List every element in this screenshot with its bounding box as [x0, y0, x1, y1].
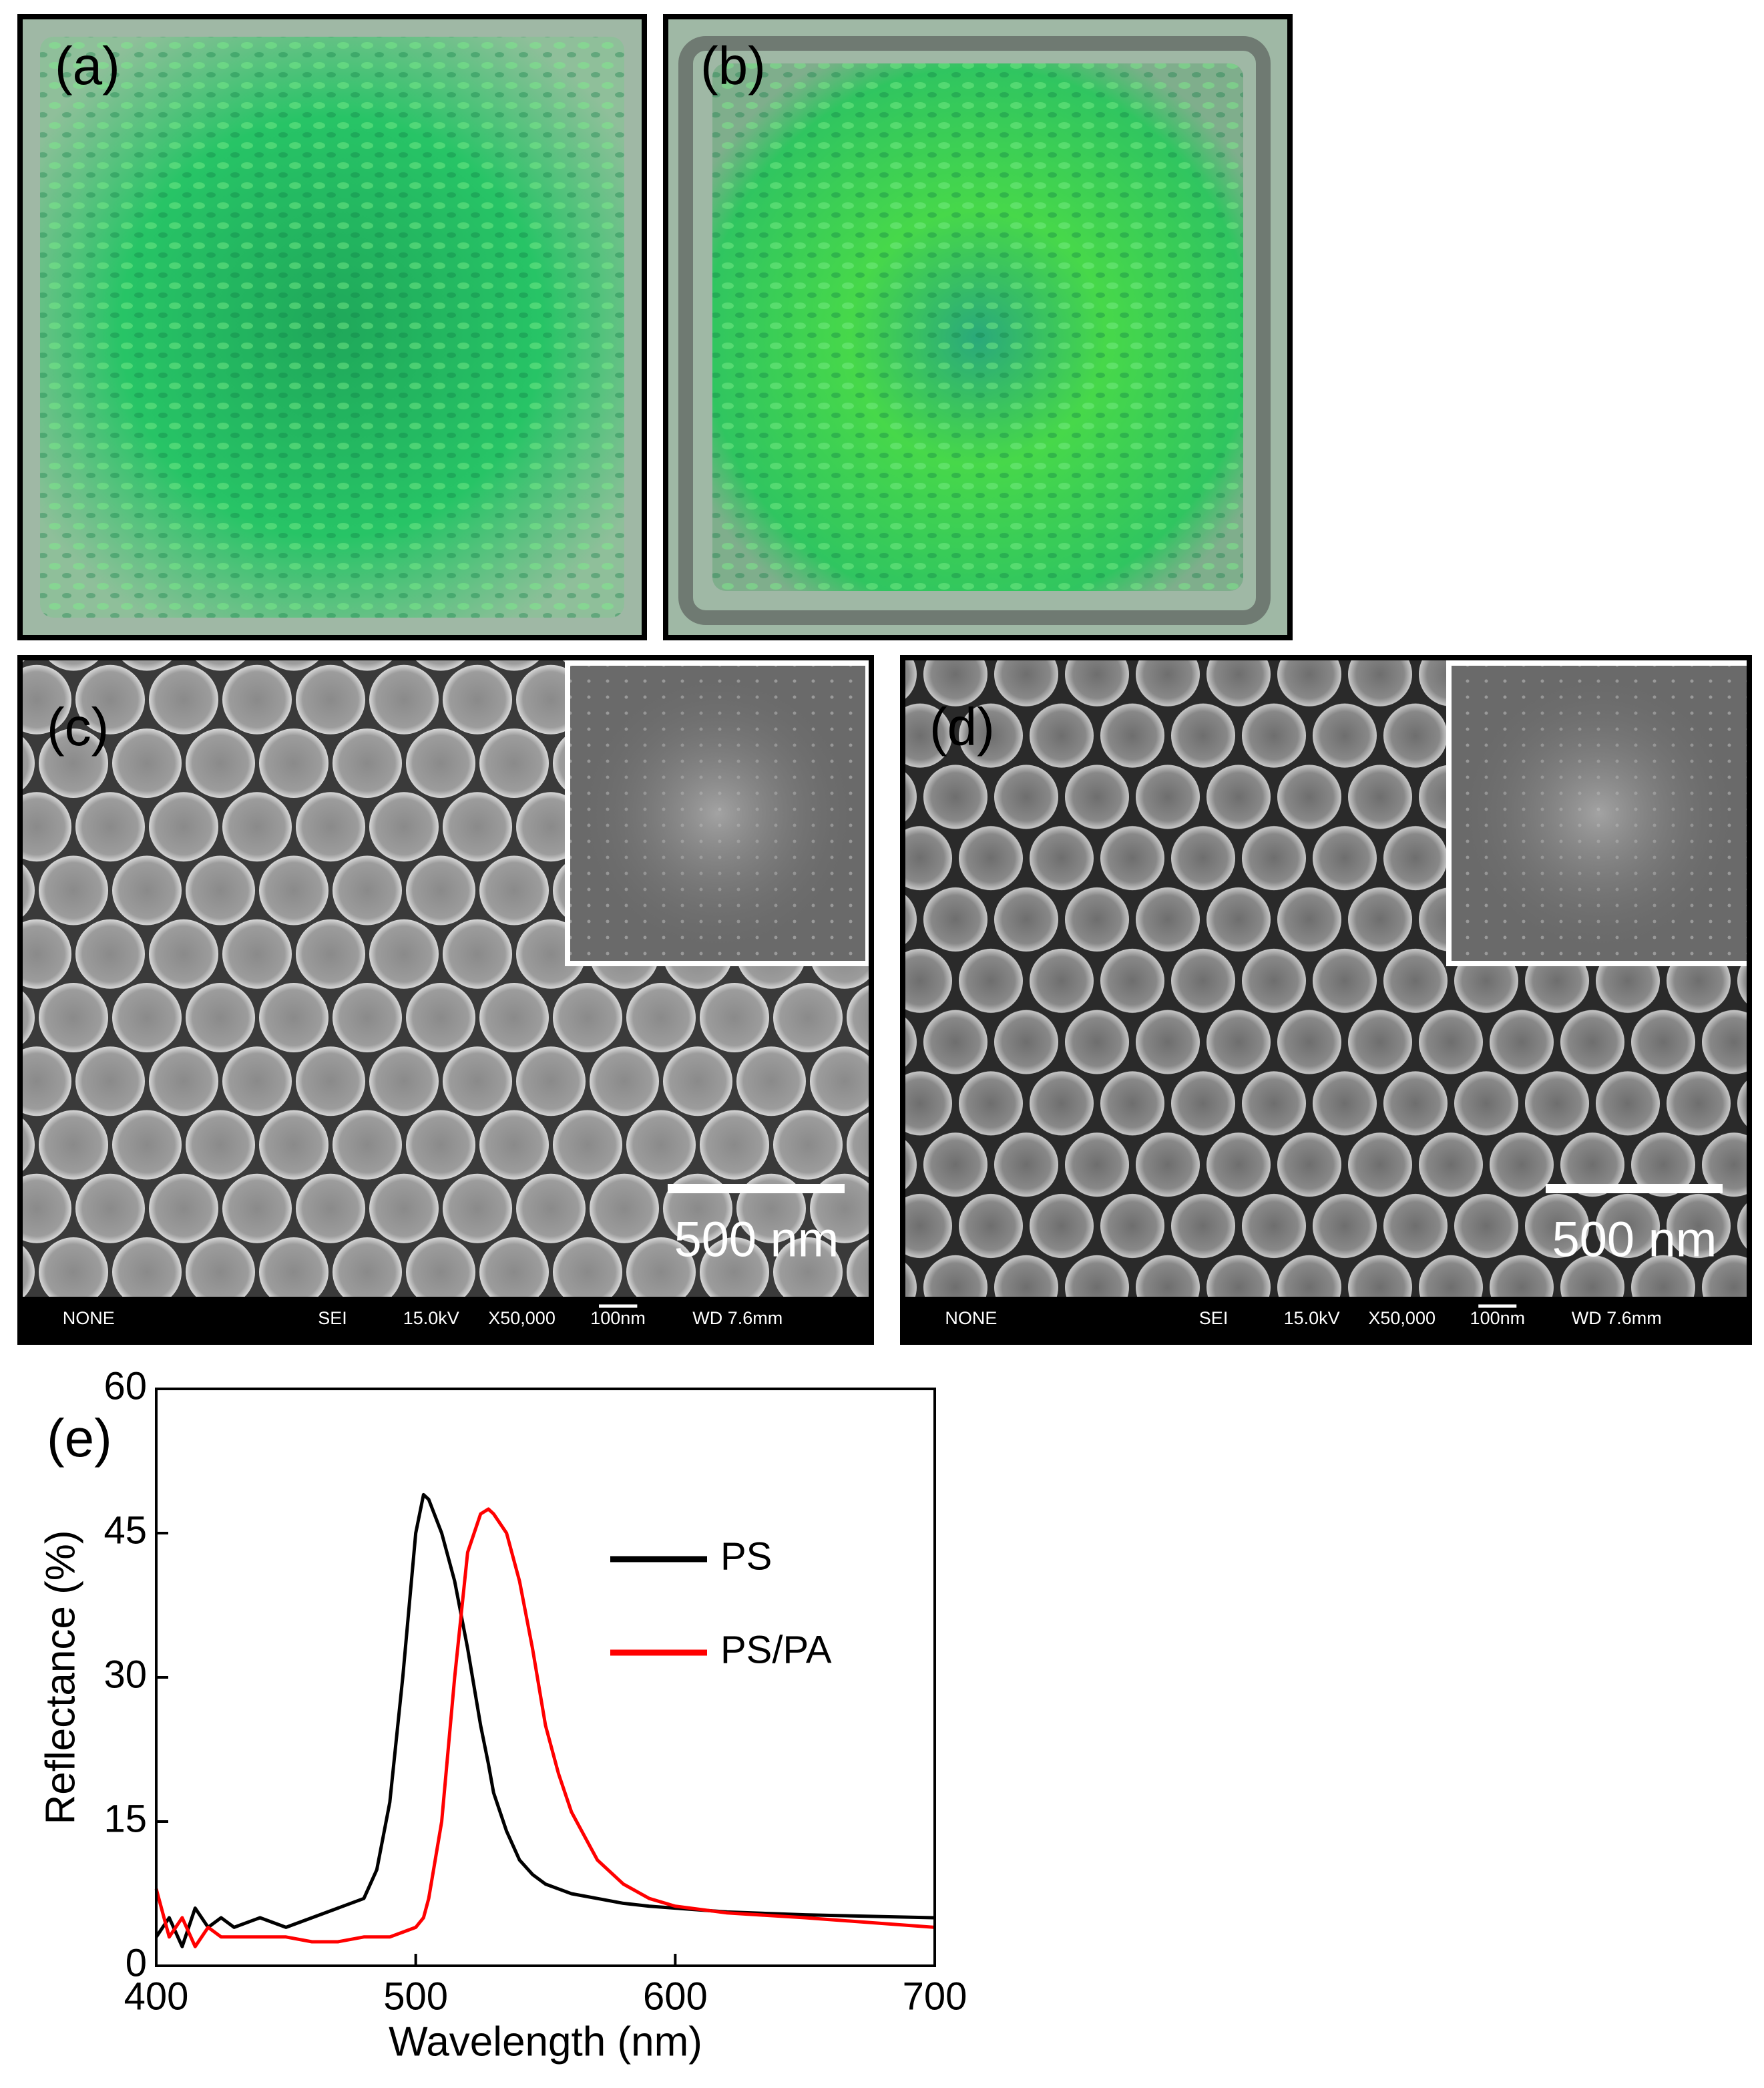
- panel-label: (a): [55, 36, 120, 95]
- panel-border: [17, 655, 874, 1345]
- scale-label: 500 nm: [674, 1212, 839, 1267]
- y-tick-label: 60: [103, 1364, 147, 1408]
- x-tick-label: 500: [383, 1974, 448, 2018]
- panel-label: (e): [47, 1408, 112, 1468]
- info-text: 100nm: [1470, 1308, 1526, 1328]
- y-axis-label: Reflectance (%): [37, 1530, 83, 1824]
- legend-label: PS: [720, 1534, 772, 1578]
- film-texture: [40, 37, 624, 618]
- y-tick-label: 45: [103, 1508, 147, 1552]
- y-tick-label: 0: [126, 1941, 147, 1985]
- legend-label: PS/PA: [720, 1628, 832, 1671]
- series-line: [154, 1507, 935, 1948]
- substrate-frame: [678, 36, 1271, 625]
- info-text: WD 7.6mm: [1572, 1308, 1662, 1328]
- panel-label: (d): [929, 697, 995, 757]
- info-text: NONE: [945, 1308, 997, 1328]
- info-text: X50,000: [1368, 1308, 1436, 1328]
- panel-border: [663, 14, 1293, 640]
- panel-label: (c): [47, 697, 109, 757]
- info-text: NONE: [63, 1308, 115, 1328]
- x-tick-label: 400: [124, 1974, 189, 2018]
- info-text: X50,000: [488, 1308, 556, 1328]
- info-text: WD 7.6mm: [692, 1308, 783, 1328]
- fft-glow: [1452, 666, 1747, 961]
- film-texture: [712, 63, 1243, 591]
- info-text: SEI: [1199, 1308, 1229, 1328]
- info-text: SEI: [318, 1308, 347, 1328]
- panel-border: [17, 14, 647, 640]
- panel-label: (b): [700, 36, 766, 95]
- y-tick-label: 30: [103, 1653, 147, 1696]
- plot-frame: [155, 1388, 936, 1967]
- fft-glow: [570, 666, 865, 961]
- info-text: 15.0kV: [1284, 1308, 1340, 1328]
- info-text: 100nm: [590, 1308, 646, 1328]
- info-bar: [20, 1297, 871, 1342]
- panel-border: [900, 655, 1752, 1345]
- info-text: 15.0kV: [403, 1308, 459, 1328]
- x-tick-label: 600: [643, 1974, 708, 2018]
- x-axis-label: Wavelength (nm): [389, 2019, 702, 2065]
- series-line: [154, 1492, 935, 1948]
- x-tick-label: 700: [903, 1974, 967, 2018]
- y-tick-label: 15: [103, 1797, 147, 1840]
- scale-label: 500 nm: [1552, 1212, 1717, 1267]
- info-bar: [903, 1297, 1749, 1342]
